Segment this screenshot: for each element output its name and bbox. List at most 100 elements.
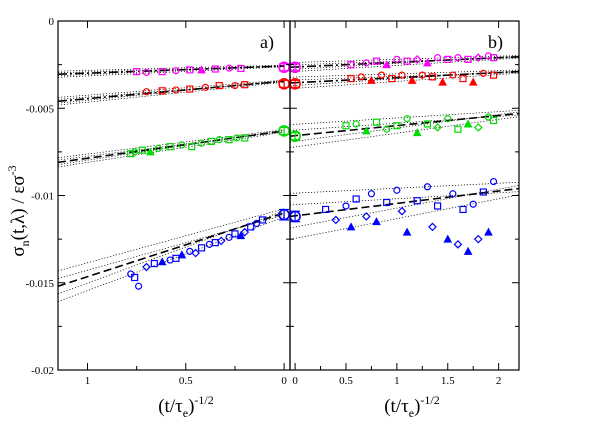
data-point-b-3-18: [453, 240, 463, 249]
data-point-a-2-7: [188, 143, 196, 151]
data-point-b-0-7: [423, 58, 432, 67]
data-point-b-2-13: [473, 123, 483, 132]
data-point-b-1-6: [407, 75, 417, 84]
data-point-b-3-3: [346, 222, 356, 231]
fit-band-a-3: [58, 216, 285, 302]
data-point-a-1-3: [186, 85, 194, 93]
data-point-a-0-4: [186, 66, 194, 74]
data-point-a-3-8: [177, 250, 187, 259]
data-point-a-3-21: [258, 216, 267, 224]
data-point-b-2-1: [352, 120, 360, 128]
data-point-a-1-4: [201, 83, 210, 91]
x-tick-label-b-4: 2: [496, 375, 502, 387]
fit-band-b-3: [290, 181, 519, 194]
data-point-a-3-12: [205, 240, 213, 248]
data-point-a-3-6: [166, 256, 174, 264]
fit-band-a-3: [58, 208, 285, 272]
fit-band-inner-a-3: [58, 214, 285, 279]
extrap-point-a-0: [278, 61, 290, 74]
data-point-a-1-0: [142, 88, 151, 96]
x-axis-label-b: (t/τe)-1/2: [384, 393, 440, 420]
data-point-b-3-23: [479, 188, 487, 196]
data-point-b-1-1: [357, 73, 365, 81]
data-point-a-3-16: [231, 230, 239, 238]
data-point-a-0-6: [211, 65, 219, 73]
data-point-a-0-2: [158, 68, 166, 76]
data-point-b-1-0: [347, 74, 355, 83]
fit-band-inner-a-2: [58, 129, 285, 165]
data-point-a-2-6: [178, 141, 186, 149]
data-point-a-1-1: [158, 87, 166, 95]
data-point-b-0-0: [347, 61, 355, 69]
data-point-b-1-12: [468, 77, 478, 86]
data-point-b-1-7: [418, 71, 426, 79]
fit-band-inner-b-1: [290, 70, 519, 87]
data-point-b-3-0: [322, 205, 330, 214]
data-point-a-0-3: [172, 67, 180, 75]
y-tick-label-1: -0.005: [26, 103, 55, 115]
x-tick-label-a-0: 1: [85, 375, 91, 387]
plot-area-a: [58, 64, 285, 302]
data-point-b-3-11: [402, 227, 412, 236]
data-point-b-3-16: [443, 234, 453, 243]
data-point-b-2-11: [454, 125, 462, 133]
data-point-b-3-15: [433, 202, 442, 210]
data-point-b-2-4: [383, 125, 391, 133]
data-point-b-0-10: [454, 54, 462, 62]
y-tick-label-0: 0: [49, 16, 55, 28]
x-tick-label-a-2: 0: [281, 375, 287, 387]
fit-line-a-3: [58, 212, 285, 288]
svg-text:σn(t,λ) / εσ-3: σn(t,λ) / εσ-3: [5, 165, 32, 256]
data-point-b-0-8: [433, 54, 442, 62]
fit-line-b-2: [290, 112, 519, 137]
x-tick-label-b-2: 1: [394, 375, 400, 387]
y-tick-label-4: -0.02: [31, 365, 54, 377]
data-point-a-2-11: [225, 136, 233, 144]
y-tick-label-3: -0.015: [26, 278, 55, 290]
fit-band-inner-b-3: [290, 191, 519, 206]
data-point-b-3-12: [413, 197, 421, 205]
data-point-a-3-1: [131, 273, 139, 282]
data-point-a-2-4: [154, 144, 162, 152]
fit-line-a-0: [58, 65, 285, 76]
data-point-b-1-8: [428, 73, 437, 81]
data-point-b-2-2: [361, 126, 371, 135]
data-point-a-3-2: [135, 282, 143, 290]
data-point-a-1-5: [215, 81, 223, 90]
data-point-b-2-12: [463, 119, 473, 128]
data-point-a-2-3: [146, 147, 155, 156]
data-point-b-1-2: [367, 75, 376, 84]
x-tick-label-b-3: 1.5: [441, 375, 455, 387]
data-point-b-0-11: [464, 55, 472, 63]
data-point-a-3-3: [142, 262, 151, 272]
fit-band-inner-b-2: [290, 111, 519, 143]
data-point-b-0-2: [372, 57, 381, 65]
data-point-b-2-3: [372, 118, 381, 126]
fit-band-inner-b-2: [290, 114, 519, 131]
data-point-b-3-17: [449, 190, 457, 198]
data-point-a-0-5: [197, 65, 206, 74]
data-point-b-3-25: [489, 177, 498, 186]
data-point-b-0-9: [444, 55, 452, 63]
data-point-b-3-1: [331, 215, 341, 225]
fit-line-a-1: [58, 80, 285, 103]
data-point-b-2-8: [423, 120, 431, 128]
data-point-b-3-20: [463, 246, 473, 255]
data-point-b-3-7: [372, 217, 381, 226]
data-point-b-2-6: [403, 115, 411, 123]
data-point-a-3-11: [197, 244, 206, 252]
data-point-b-3-5: [361, 212, 371, 221]
fit-band-b-0: [290, 57, 519, 73]
data-point-b-2-7: [412, 128, 422, 137]
data-point-b-1-9: [438, 77, 448, 86]
panel-a-label: a): [260, 32, 274, 53]
fit-band-b-2: [290, 116, 519, 149]
data-point-b-3-19: [459, 205, 467, 214]
data-point-b-3-2: [342, 202, 350, 210]
data-point-a-1-6: [231, 81, 239, 90]
data-point-b-0-5: [403, 57, 411, 65]
data-point-a-3-5: [157, 257, 167, 266]
data-point-a-2-2: [138, 146, 147, 154]
data-point-b-3-10: [397, 206, 407, 216]
